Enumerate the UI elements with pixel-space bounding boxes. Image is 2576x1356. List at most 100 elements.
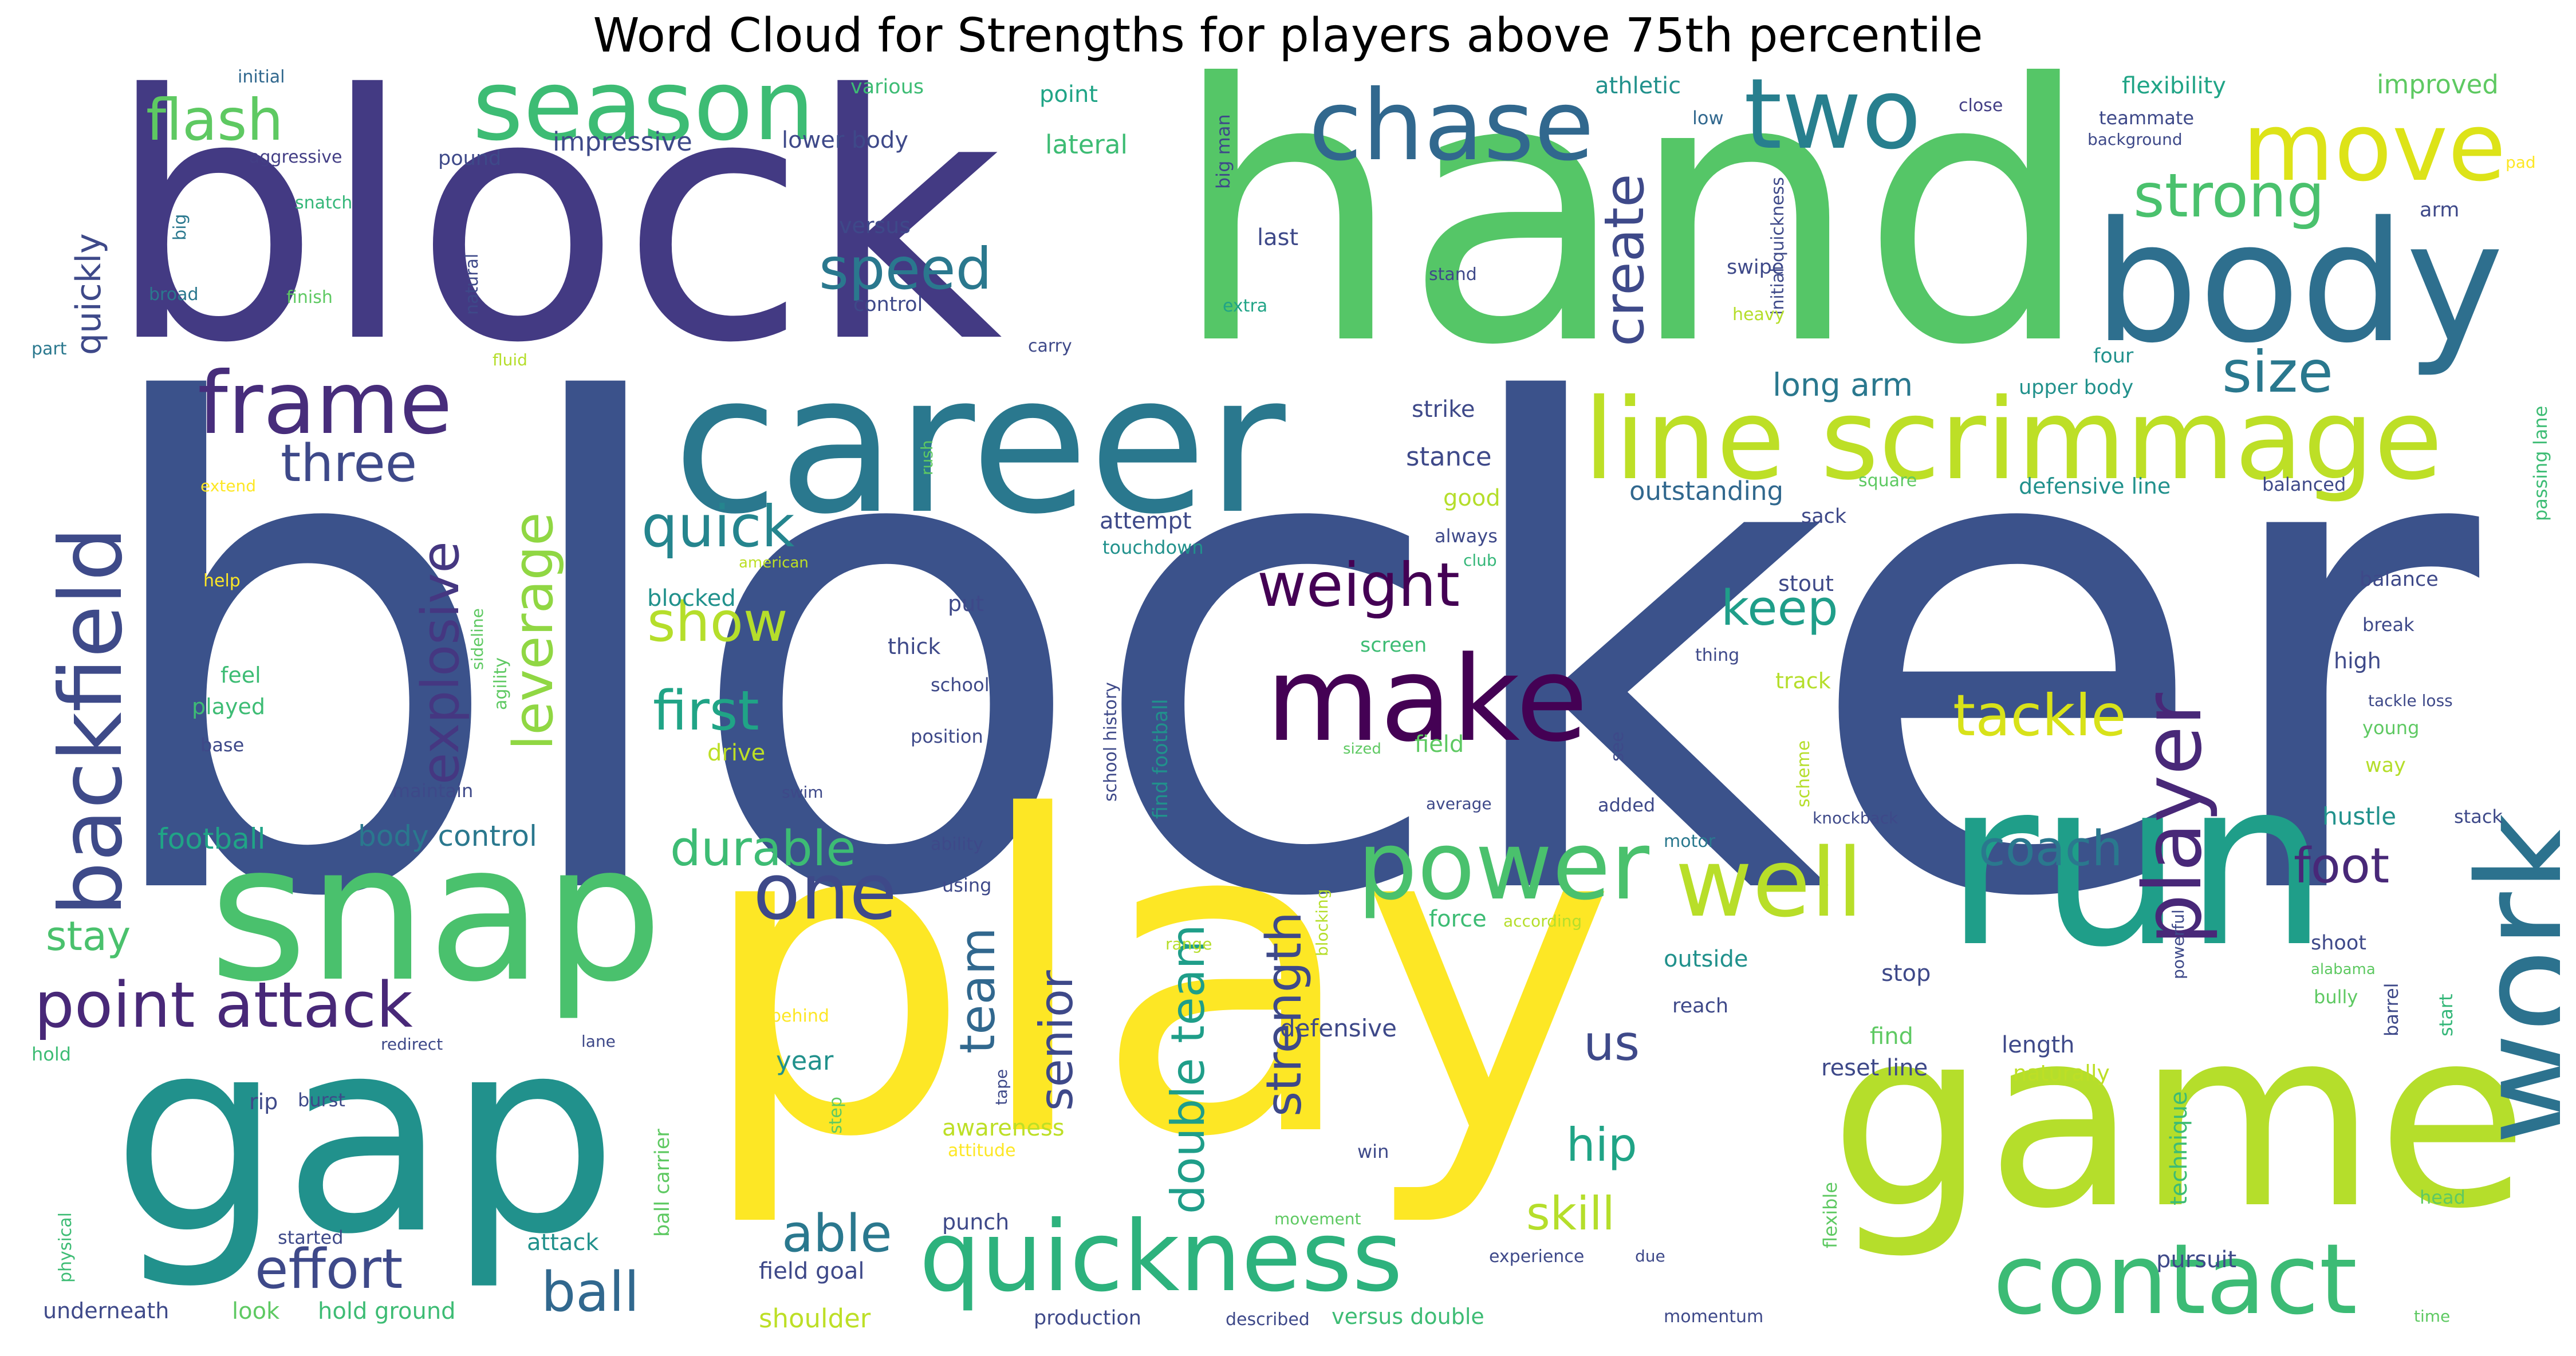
word: thing [1695, 645, 1740, 665]
word: field [1415, 731, 1464, 758]
word: us [1584, 1015, 1640, 1072]
word: one [753, 847, 897, 937]
word: senior [1030, 970, 1083, 1111]
word: chase [1309, 69, 1594, 183]
word: put [948, 591, 984, 616]
word: reset line [1821, 1055, 1928, 1081]
word: using [942, 874, 992, 896]
word: finish [286, 287, 333, 308]
word: naturally [2013, 1061, 2110, 1086]
word: average [1426, 794, 1492, 813]
word: weight [1257, 550, 1460, 620]
word: aggressive [249, 147, 342, 167]
word: speed [819, 235, 992, 302]
word: backfield [42, 526, 141, 916]
word: drive [707, 740, 766, 766]
word: able [782, 1204, 892, 1264]
word: stout [1778, 571, 1834, 596]
word: four [2093, 345, 2134, 368]
word: rush [917, 440, 936, 475]
word: burst [298, 1089, 345, 1111]
word: line scrimmage [1584, 375, 2443, 504]
word: heavy [1732, 305, 1785, 325]
word: position [911, 726, 983, 747]
word: snap [209, 803, 663, 1023]
word: pursuit [2156, 1247, 2237, 1273]
word: broad [149, 285, 199, 305]
word: maintain [392, 780, 474, 802]
word: quick [641, 493, 795, 560]
word: due [1635, 1247, 1665, 1266]
word: career [673, 333, 1286, 557]
word: rip [249, 1089, 278, 1114]
word: flash [146, 86, 283, 153]
word: field goal [759, 1258, 865, 1284]
word: sideline [468, 608, 487, 670]
word: durable [670, 821, 856, 877]
word: close [1959, 96, 2003, 116]
word: physical [56, 1212, 76, 1283]
word: stand [1429, 265, 1477, 285]
word: upper body [2019, 376, 2134, 399]
word: square [1858, 471, 1917, 491]
word: screen [1360, 634, 1427, 657]
word: force [1429, 906, 1487, 932]
word: feel [220, 663, 261, 688]
word: high [2334, 648, 2381, 673]
word: attitude [948, 1141, 1016, 1161]
word: powerful [2169, 909, 2188, 979]
word: pad [2506, 153, 2536, 172]
word: natural [462, 253, 482, 315]
word: pound [438, 147, 502, 170]
word: snatch [295, 193, 353, 213]
word: leverage [502, 512, 565, 750]
word: quickly [69, 233, 109, 355]
word: skill [1526, 1187, 1615, 1240]
word: passing lane [2530, 405, 2551, 521]
word: show [647, 591, 788, 654]
word: lateral [1045, 129, 1128, 160]
word: body [2093, 187, 2504, 380]
word: sack [1801, 505, 1847, 528]
word: versus [839, 213, 911, 238]
word: barrel [2381, 983, 2402, 1036]
word: touchdown [1102, 537, 1204, 558]
word: keep [1721, 580, 1838, 637]
word: fluid [493, 350, 527, 369]
word: initial quickness [1768, 176, 1788, 315]
word: run [1944, 731, 2329, 998]
word: stack [2454, 806, 2503, 827]
word: scheme [1794, 740, 1814, 807]
word: technique [2166, 1091, 2192, 1205]
word: two [1744, 69, 1921, 171]
word: shoot [2311, 932, 2366, 955]
word: long arm [1773, 366, 1913, 403]
word: hand [1171, 69, 2093, 425]
word: track [1775, 668, 1831, 693]
word: played [192, 694, 265, 719]
chart-title: Word Cloud for Strengths for players abo… [593, 9, 1983, 63]
word: ability [931, 834, 983, 854]
word: big [170, 214, 190, 241]
word: season [472, 69, 815, 163]
word: american [739, 554, 809, 571]
word-cloud: blocker block hand play career game gap … [26, 69, 2560, 1337]
word: find [1870, 1023, 1913, 1050]
word: stance [1406, 442, 1492, 472]
word: described [1226, 1310, 1310, 1330]
word: frame [198, 354, 452, 454]
word: flexibility [2122, 73, 2226, 99]
word: extra [1223, 296, 1268, 316]
word: strong [2133, 161, 2325, 231]
word: blocked [647, 585, 736, 612]
word: tackle [1953, 682, 2126, 749]
word: lane [581, 1032, 616, 1051]
word: hustle [2322, 802, 2397, 830]
word: carry [1028, 336, 1072, 356]
word: good [1443, 485, 1500, 511]
word: range [1165, 935, 1212, 953]
word: ball carrier [651, 1129, 674, 1237]
word: defensive [1280, 1014, 1397, 1042]
word: punch [942, 1209, 1010, 1235]
word: look [232, 1298, 280, 1325]
